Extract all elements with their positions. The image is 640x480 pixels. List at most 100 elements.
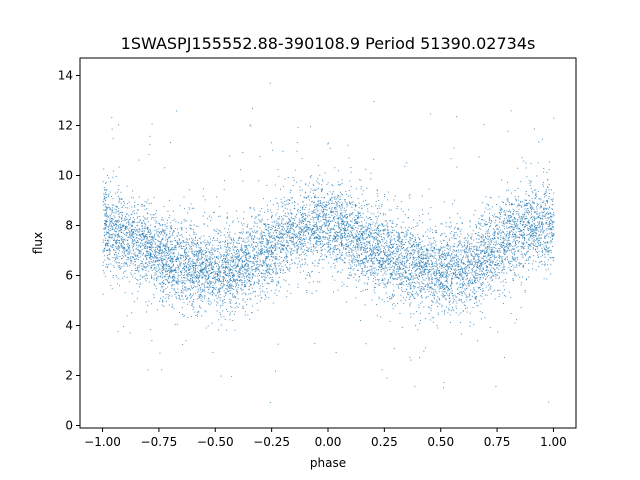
data-point	[262, 273, 264, 275]
data-point	[521, 218, 523, 220]
data-point	[189, 258, 191, 260]
data-point	[476, 255, 478, 257]
data-point	[510, 203, 512, 205]
data-point	[263, 264, 265, 266]
data-point	[441, 272, 443, 274]
data-point	[365, 248, 367, 250]
data-point	[471, 248, 472, 250]
data-point	[500, 256, 502, 258]
data-point	[363, 282, 365, 284]
data-point	[125, 270, 127, 272]
data-point	[198, 297, 200, 299]
data-point	[435, 262, 437, 264]
data-point	[298, 260, 300, 262]
data-point	[207, 283, 209, 285]
data-point	[497, 236, 499, 238]
data-point	[240, 258, 242, 260]
data-point	[492, 250, 494, 252]
data-point	[233, 249, 235, 251]
data-point	[511, 224, 513, 226]
data-point	[526, 208, 528, 210]
data-point	[172, 305, 174, 307]
data-point	[401, 231, 403, 233]
data-point	[412, 234, 414, 236]
data-point	[242, 228, 244, 230]
data-point	[117, 249, 119, 251]
data-point	[446, 271, 448, 273]
data-point	[240, 232, 242, 234]
data-point	[389, 235, 391, 237]
data-point	[362, 261, 364, 263]
data-point	[180, 262, 182, 264]
data-point	[464, 289, 466, 291]
data-point	[349, 195, 351, 197]
data-point	[429, 269, 431, 271]
data-point	[537, 216, 539, 218]
data-point	[477, 221, 479, 223]
data-point	[528, 230, 530, 232]
data-point	[368, 257, 370, 259]
data-point	[394, 263, 396, 265]
data-point	[277, 228, 279, 230]
data-point	[282, 223, 284, 225]
data-point	[433, 273, 435, 275]
data-point	[236, 242, 238, 244]
data-point	[540, 260, 542, 262]
data-point	[487, 254, 489, 256]
data-point	[124, 234, 126, 236]
data-point	[510, 230, 512, 232]
data-point	[137, 241, 139, 243]
data-point	[128, 247, 130, 249]
data-point	[454, 272, 456, 274]
data-point	[206, 286, 208, 288]
data-point	[520, 307, 522, 309]
data-point	[549, 228, 551, 230]
data-point	[499, 214, 501, 216]
data-point	[162, 219, 164, 221]
data-point	[105, 221, 107, 223]
data-point	[479, 274, 481, 276]
data-point	[275, 265, 277, 267]
data-point	[316, 224, 318, 226]
data-point	[341, 220, 343, 222]
data-point	[261, 273, 263, 275]
data-point	[272, 253, 274, 255]
data-point	[403, 276, 405, 278]
data-point	[348, 252, 350, 254]
data-point	[319, 258, 321, 260]
data-point	[335, 255, 337, 257]
data-point	[455, 249, 457, 251]
data-point	[367, 242, 369, 244]
data-point	[489, 255, 491, 257]
data-point	[194, 276, 196, 278]
data-point	[507, 130, 509, 132]
data-point	[326, 225, 328, 227]
data-point	[480, 288, 482, 290]
data-point	[140, 282, 142, 284]
data-point	[436, 263, 438, 265]
data-point	[334, 241, 336, 243]
data-point	[430, 278, 432, 280]
data-point	[236, 278, 238, 280]
data-point	[225, 256, 227, 258]
data-point	[143, 227, 145, 229]
data-point	[311, 262, 313, 264]
data-point	[122, 246, 124, 248]
data-point	[266, 204, 268, 206]
data-point	[170, 276, 172, 278]
data-point	[435, 271, 437, 273]
data-point	[536, 239, 538, 241]
data-point	[333, 197, 335, 199]
data-point	[232, 239, 234, 241]
data-point	[264, 211, 266, 213]
data-point	[457, 213, 459, 215]
data-point	[506, 223, 508, 225]
data-point	[114, 233, 116, 235]
data-point	[449, 300, 451, 302]
data-point	[203, 283, 205, 285]
data-point	[275, 370, 277, 372]
data-point	[406, 254, 408, 256]
data-point	[439, 254, 441, 256]
data-point	[419, 244, 421, 246]
data-point	[216, 263, 218, 265]
